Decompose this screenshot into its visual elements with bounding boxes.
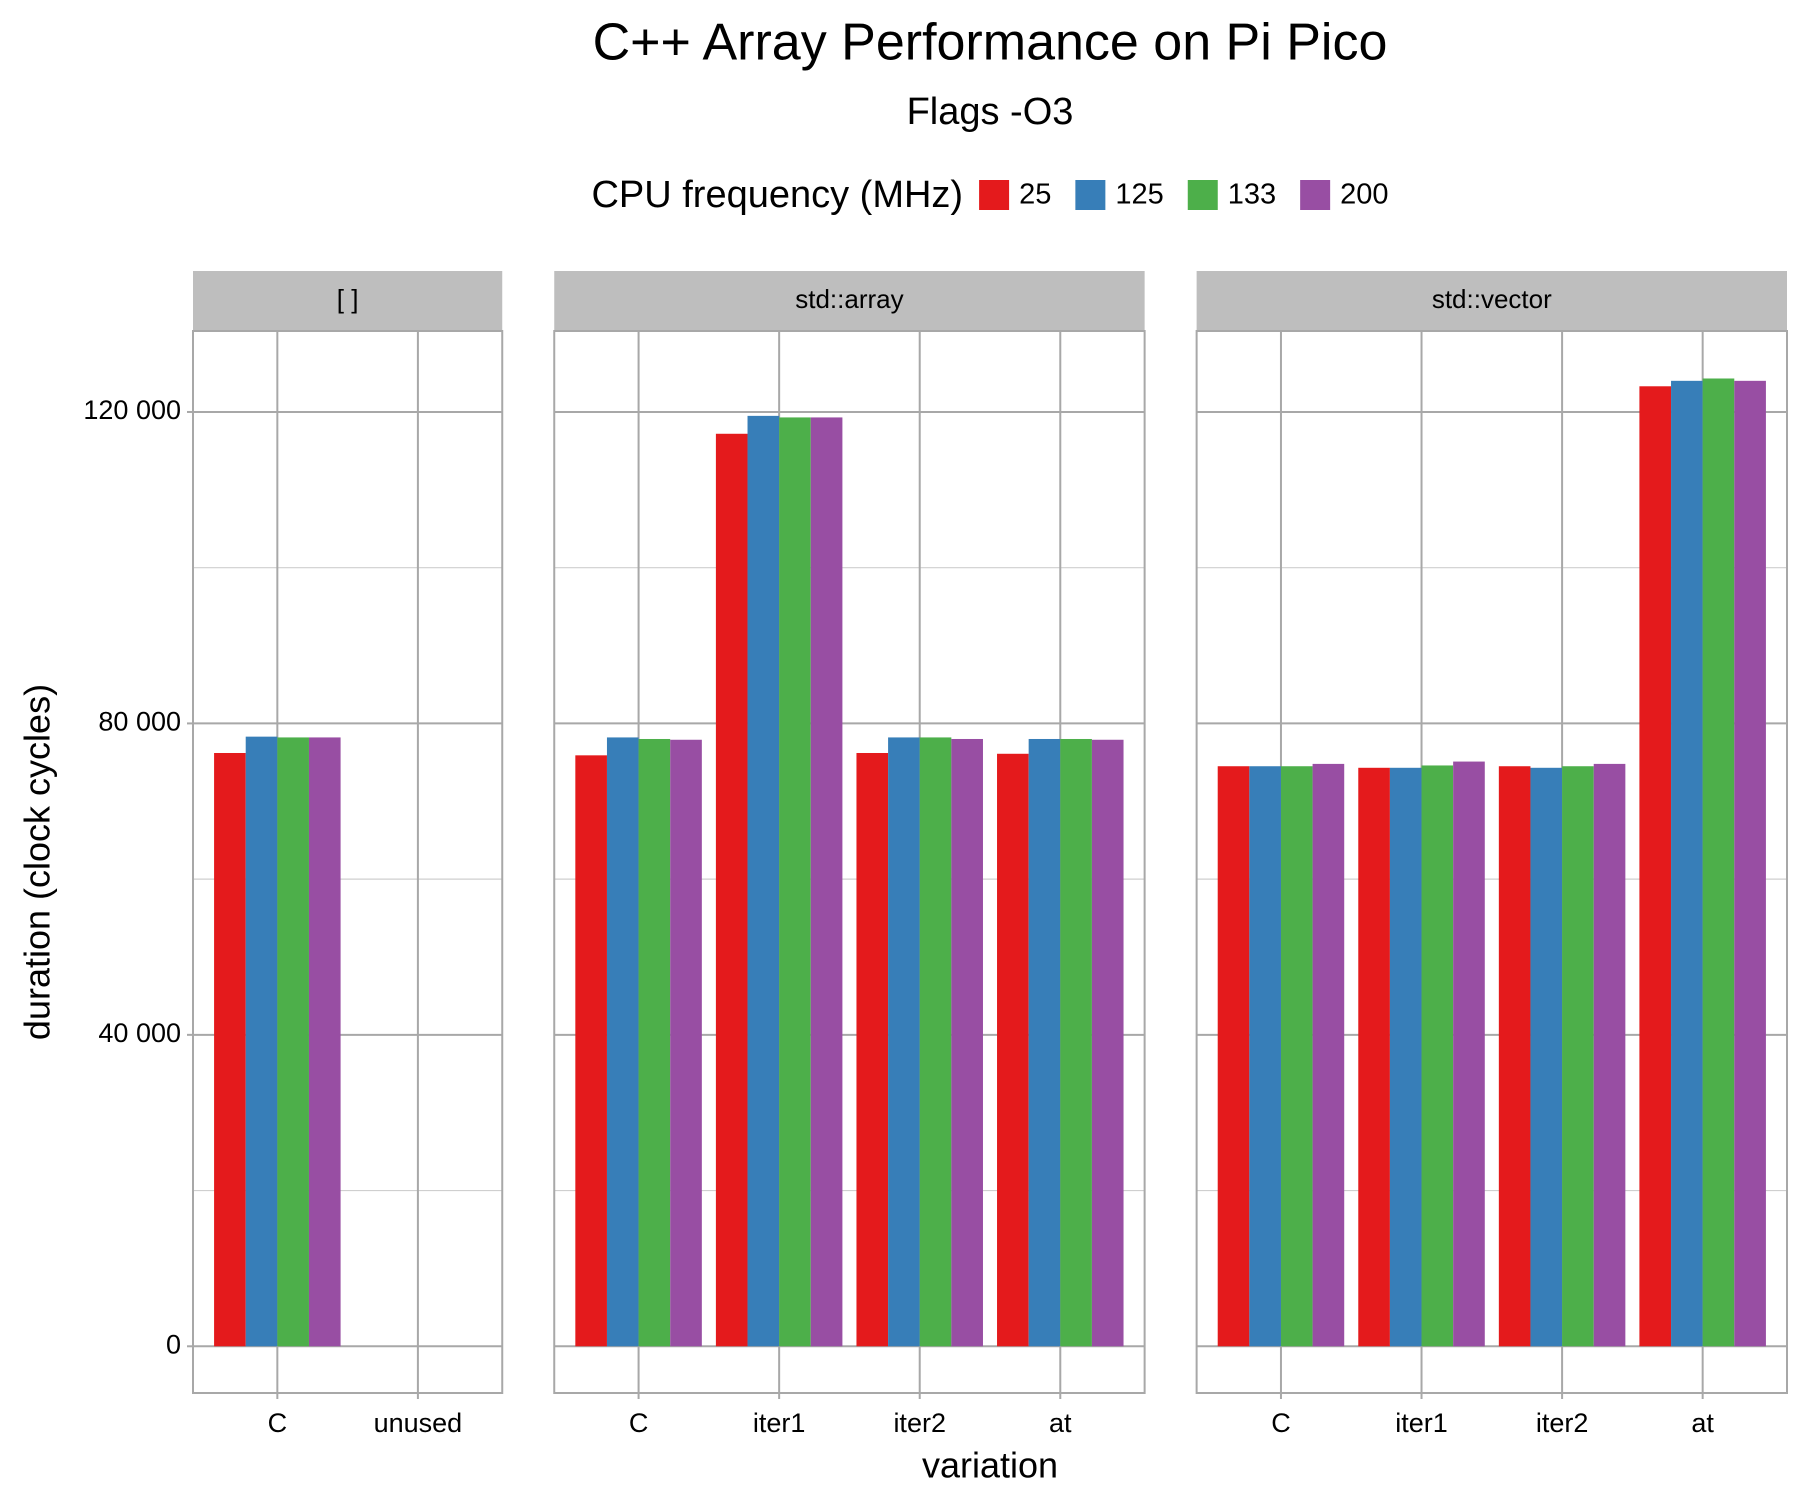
y-tick-label: 0 [166, 1329, 181, 1359]
bar [1091, 739, 1124, 1347]
bar [1639, 386, 1672, 1347]
bar [277, 737, 309, 1347]
bar [747, 415, 780, 1347]
legend-key [1300, 180, 1331, 210]
legend-label: 133 [1228, 179, 1276, 211]
bar [779, 417, 811, 1347]
bar [1498, 766, 1531, 1347]
legend-title: CPU frequency (MHz) [591, 174, 963, 216]
bar [1389, 767, 1422, 1347]
legend-label: 125 [1115, 179, 1163, 211]
chart-subtitle: Flags -O3 [907, 91, 1074, 133]
x-tick-label: iter2 [1536, 1408, 1589, 1438]
y-tick-label: 120 000 [83, 395, 181, 425]
bar [1358, 767, 1390, 1347]
bar [670, 739, 702, 1347]
bar [1421, 765, 1454, 1347]
bar [1453, 761, 1485, 1347]
bar [856, 752, 889, 1347]
bar [245, 736, 278, 1347]
bar [951, 738, 983, 1347]
bar [214, 752, 246, 1347]
bar [606, 737, 639, 1347]
bar [1671, 380, 1703, 1347]
x-tick-label: at [1049, 1408, 1072, 1438]
legend-label: 200 [1340, 179, 1388, 211]
bar [1702, 378, 1735, 1347]
x-tick-label: C [268, 1408, 288, 1438]
strip-label: std::vector [1432, 284, 1552, 314]
panel-border [192, 330, 504, 1394]
bar [1249, 766, 1281, 1347]
y-axis-title: duration (clock cycles) [17, 684, 58, 1040]
bar [1562, 766, 1594, 1347]
bar [1593, 763, 1626, 1347]
bar [810, 417, 843, 1347]
strip-label: [ ] [337, 284, 359, 314]
strip-label: std::array [795, 284, 903, 314]
bar [888, 737, 920, 1347]
legend-key [979, 180, 1010, 210]
strip [1196, 271, 1787, 331]
bar [308, 737, 341, 1347]
bar [1734, 380, 1766, 1347]
bar [997, 753, 1029, 1347]
bar [575, 755, 607, 1347]
x-axis-title: variation [922, 1445, 1058, 1486]
bar [919, 737, 952, 1347]
legend-label: 25 [1019, 179, 1051, 211]
x-tick-label: C [1271, 1408, 1291, 1438]
legend-key [1187, 180, 1218, 210]
bar [1530, 767, 1563, 1347]
x-tick-label: iter1 [753, 1408, 806, 1438]
strip [554, 271, 1145, 331]
bar [638, 738, 671, 1347]
y-tick-label: 40 000 [98, 1018, 181, 1048]
bar [1060, 738, 1092, 1347]
bar [1280, 766, 1313, 1347]
panel-border [1195, 330, 1789, 1394]
y-tick-label: 80 000 [98, 707, 181, 737]
x-tick-label: iter2 [893, 1408, 946, 1438]
x-tick-label: C [629, 1408, 649, 1438]
strip [193, 271, 503, 331]
x-tick-label: unused [374, 1408, 463, 1438]
x-tick-label: iter1 [1395, 1408, 1448, 1438]
panel-border [553, 330, 1146, 1394]
bar [1217, 766, 1250, 1347]
legend-key [1075, 180, 1106, 210]
bar [1028, 738, 1061, 1347]
bar [715, 433, 748, 1347]
x-tick-label: at [1691, 1408, 1714, 1438]
bar [1312, 763, 1345, 1347]
chart-title: C++ Array Performance on Pi Pico [593, 14, 1388, 72]
